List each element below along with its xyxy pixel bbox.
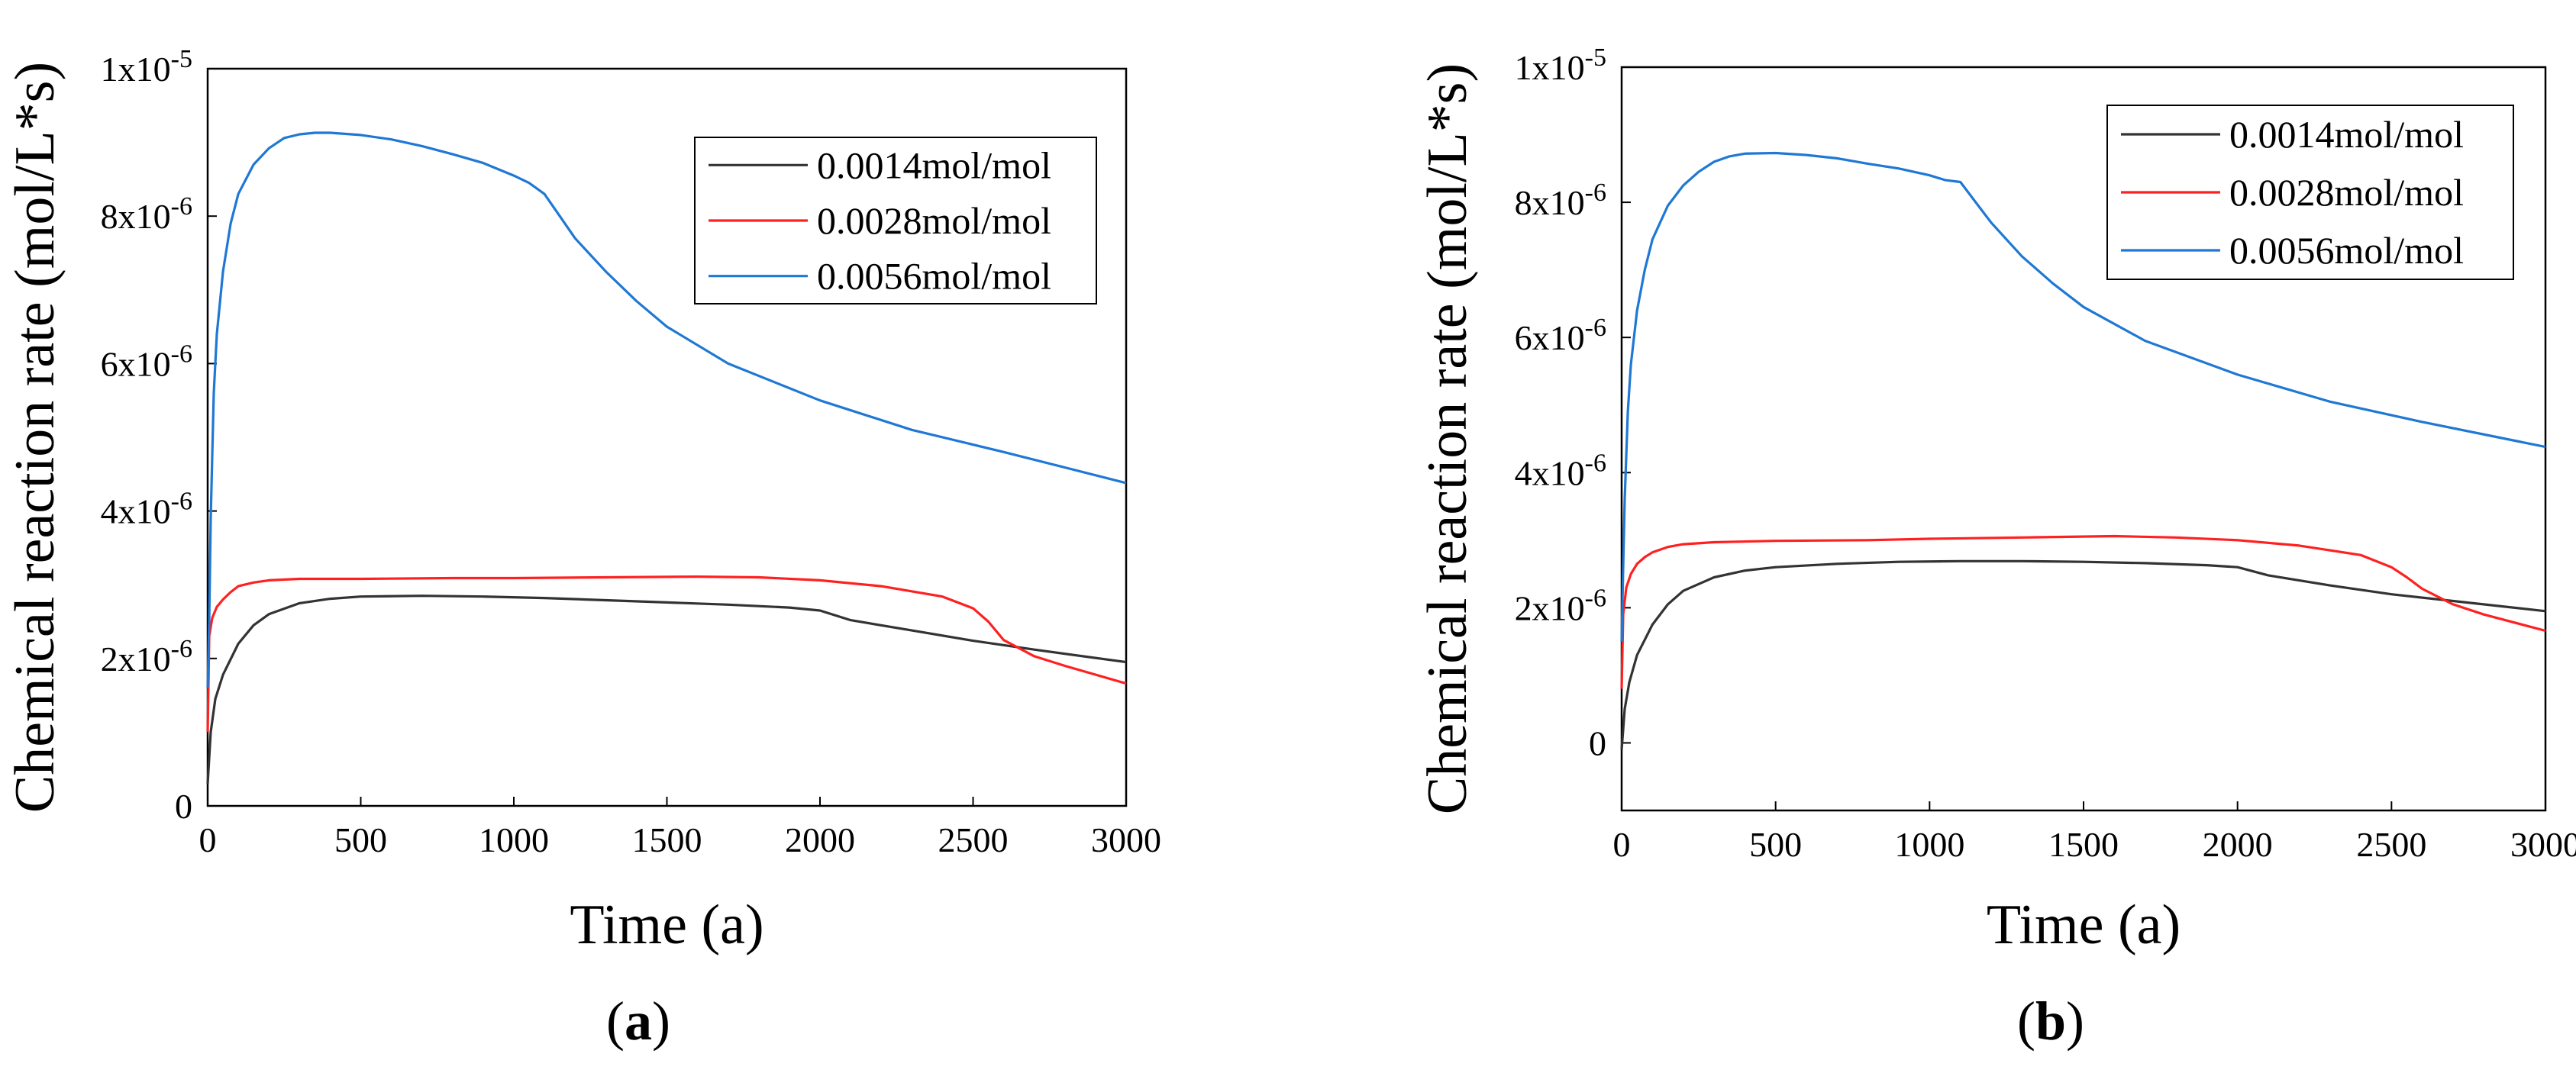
chart-panel-a: 0 500 1000 1500 2000 2500 300002x10-64x10-66x1…: [4, 45, 1161, 1052]
y-tick-mantissa: 1x10: [1515, 48, 1585, 87]
y-tick-mantissa: 6x10: [101, 344, 171, 383]
y-tick-label: 4x10-6: [1515, 449, 1606, 493]
x-axis-title: Time (a): [570, 894, 763, 956]
panel-label-close: ): [2066, 991, 2084, 1052]
series-line-0.0028mol/mol: [206, 575, 1127, 733]
panel-label-close: ): [652, 991, 670, 1052]
y-axis-title: Chemical reaction rate (mol/L*s): [4, 62, 66, 813]
legend-entry: 0.0056mol/mol: [2229, 229, 2464, 272]
y-tick-label: 0: [1589, 723, 1606, 762]
panel-label-open: (: [606, 991, 625, 1052]
legend-entry: 0.0028mol/mol: [2229, 171, 2464, 214]
y-tick-label: 2x10-6: [101, 634, 192, 678]
chart-panel-b: 0 500 1000 1500 2000 2500 300002x10-64x10-66x1…: [1416, 44, 2576, 1052]
y-tick-label: 8x10-6: [1515, 179, 1606, 223]
y-tick-mantissa: 8x10: [101, 197, 171, 236]
y-tick-exponent: -5: [1585, 44, 1606, 72]
y-tick-mantissa: 2x10: [101, 640, 171, 678]
x-tick-label: 500: [334, 820, 387, 859]
y-tick-mantissa: 4x10: [101, 492, 171, 531]
x-tick-label: 0: [199, 820, 217, 859]
y-tick-exponent: -6: [171, 487, 192, 515]
x-tick-label: 3000: [2510, 825, 2576, 864]
y-tick-mantissa: 0: [175, 787, 192, 826]
panel-label: (b): [2017, 991, 2084, 1052]
legend-entry: 0.0014mol/mol: [2229, 113, 2464, 156]
y-tick-exponent: -6: [171, 192, 192, 221]
y-tick-mantissa: 6x10: [1515, 318, 1585, 357]
y-tick-mantissa: 2x10: [1515, 588, 1585, 627]
y-tick-exponent: -6: [1585, 449, 1606, 477]
legend: 0.0014mol/mol 0.0028mol/mol 0.0056mol/mol: [694, 137, 1097, 304]
panel-label: (a): [606, 991, 670, 1052]
x-tick-label: 1500: [2048, 825, 2119, 864]
x-tick-label: 2000: [785, 820, 855, 859]
y-tick-label: 4x10-6: [101, 487, 192, 531]
series-line-0.0028mol/mol: [1620, 534, 2546, 689]
y-tick-exponent: -6: [171, 340, 192, 368]
legend-entry: 0.0028mol/mol: [817, 199, 1051, 242]
y-tick-mantissa: 0: [1589, 723, 1606, 762]
series-line-0.0056mol/mol: [1620, 151, 2546, 642]
panel-label-letter: b: [2035, 991, 2066, 1052]
y-tick-mantissa: 1x10: [101, 50, 171, 89]
panel-label-open: (: [2017, 991, 2035, 1052]
x-tick-label: 2500: [2356, 825, 2426, 864]
y-tick-label: 6x10-6: [1515, 314, 1606, 358]
y-axis-title: Chemical reaction rate (mol/L*s): [1416, 63, 1479, 814]
x-tick-label: 2000: [2203, 825, 2273, 864]
x-tick-label: 1000: [1894, 825, 1964, 864]
series-line-0.0014mol/mol: [206, 594, 1127, 785]
x-axis-title: Time (a): [1987, 894, 2181, 956]
y-tick-label: 6x10-6: [101, 340, 192, 384]
y-tick-exponent: -6: [1585, 584, 1606, 612]
y-tick-label: 1x10-5: [1515, 44, 1606, 88]
y-tick-exponent: -5: [171, 45, 192, 73]
x-tick-label: 1000: [479, 820, 549, 859]
x-tick-label: 0: [1613, 825, 1631, 864]
x-tick-label: 500: [1749, 825, 1802, 864]
y-tick-label: 1x10-5: [101, 45, 192, 89]
series-line-0.0014mol/mol: [1620, 559, 2546, 750]
y-tick-mantissa: 4x10: [1515, 453, 1585, 492]
x-tick-label: 3000: [1091, 820, 1161, 859]
legend-entry: 0.0014mol/mol: [817, 143, 1051, 186]
y-tick-exponent: -6: [171, 634, 192, 662]
y-tick-label: 0: [175, 787, 192, 826]
y-tick-label: 2x10-6: [1515, 584, 1606, 628]
y-tick-exponent: -6: [1585, 179, 1606, 207]
legend-entry: 0.0056mol/mol: [817, 255, 1051, 298]
y-tick-exponent: -6: [1585, 314, 1606, 342]
y-tick-label: 8x10-6: [101, 192, 192, 237]
x-tick-label: 2500: [938, 820, 1009, 859]
series-line-0.0056mol/mol: [206, 131, 1127, 688]
legend: 0.0014mol/mol 0.0028mol/mol 0.0056mol/mol: [2106, 105, 2514, 280]
x-tick-label: 1500: [632, 820, 702, 859]
y-tick-mantissa: 8x10: [1515, 183, 1585, 222]
panel-label-letter: a: [625, 991, 652, 1052]
